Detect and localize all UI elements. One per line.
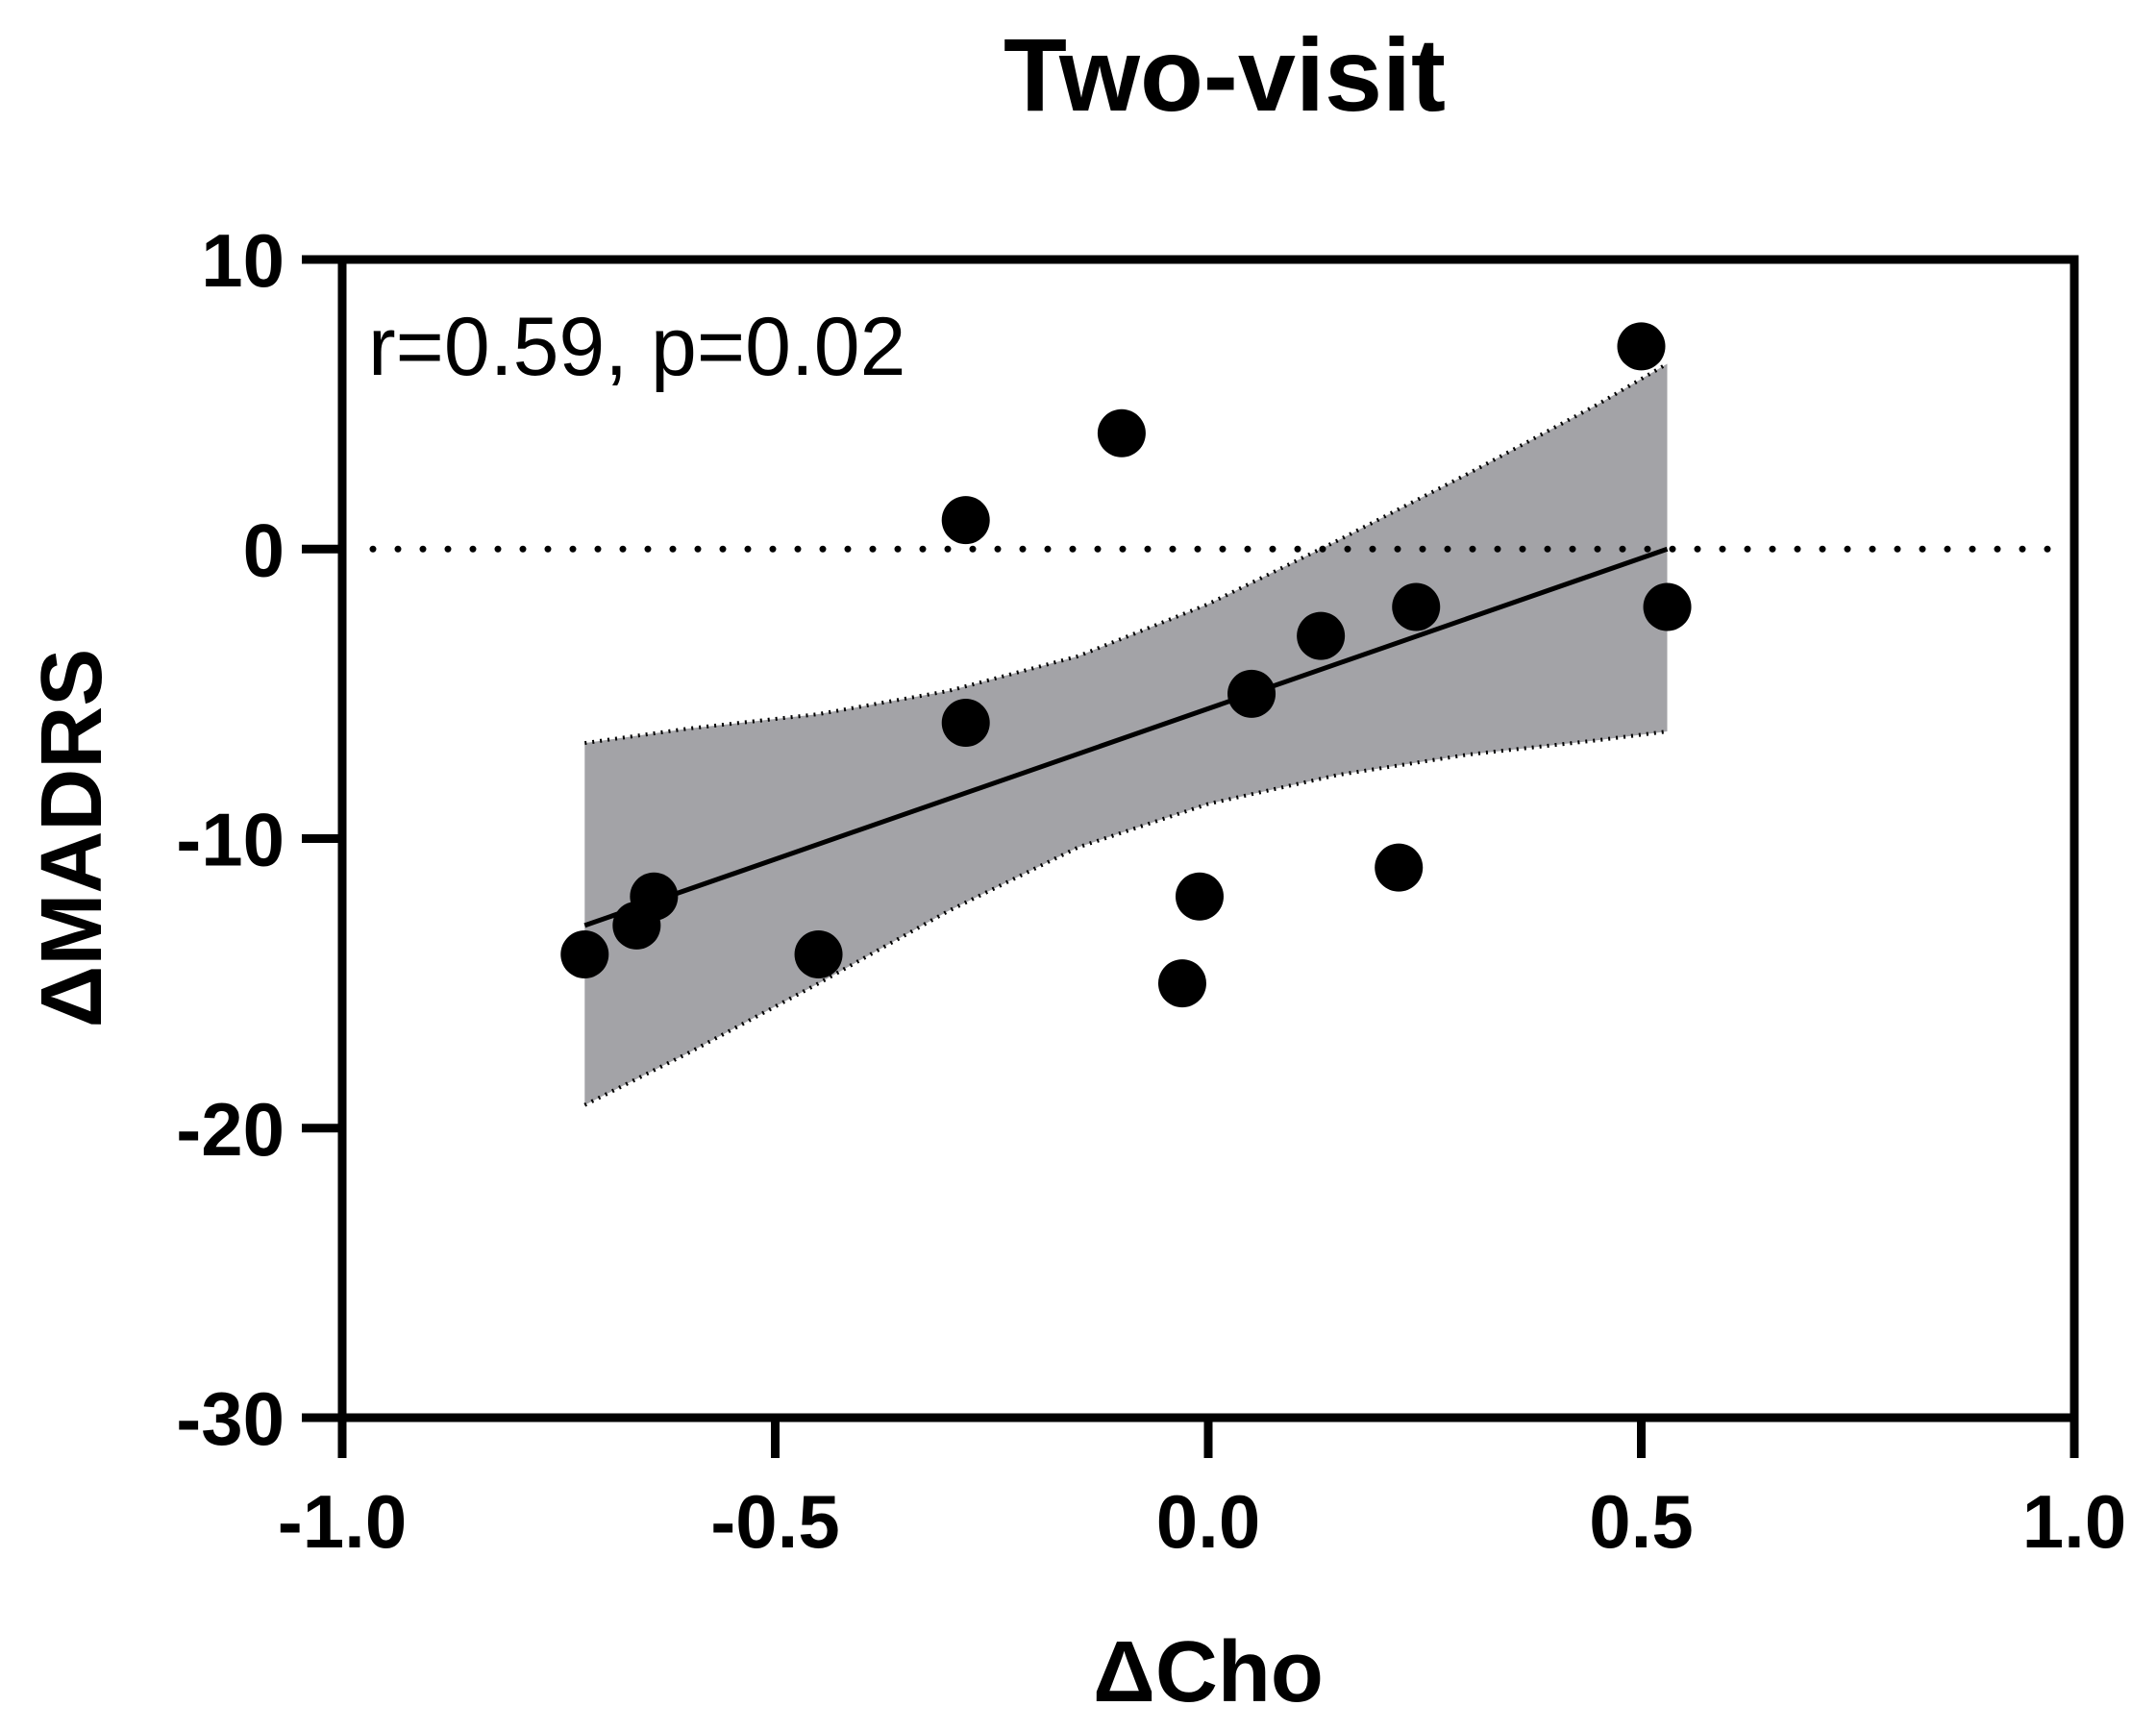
confidence-band-lower [583,729,1668,1107]
regression-line [583,546,1669,928]
confidence-band [584,363,1668,1105]
y-tick-label: -10 [176,798,285,882]
confidence-band-upper [584,361,1669,746]
y-tick-label: -30 [176,1376,285,1461]
data-point [630,872,679,921]
y-tick-label: 10 [201,218,285,303]
x-tick-label: 0.0 [1156,1479,1260,1564]
data-point [1227,669,1276,718]
x-tick-label: -0.5 [710,1479,839,1564]
x-axis-label: ΔCho [1093,1624,1324,1720]
data-point [1375,843,1424,892]
data-point [1175,872,1224,921]
correlation-annotation: r=0.59, p=0.02 [368,301,905,393]
y-tick-label: 0 [243,507,285,592]
data-point [941,699,990,747]
data-point [1643,582,1692,631]
data-point [1392,582,1441,631]
data-point [1157,959,1206,1008]
y-axis-label: ΔMADRS [24,649,120,1028]
data-point [941,496,990,545]
y-tick-label: -20 [176,1087,285,1172]
data-point [1097,408,1146,457]
data-point [794,930,843,978]
x-tick-label: 1.0 [2022,1479,2126,1564]
data-point [1297,611,1346,660]
data-point [1617,322,1666,371]
x-tick-label: 0.5 [1589,1479,1693,1564]
x-tick-label: -1.0 [278,1479,407,1564]
data-point [560,930,609,978]
chart-title: Two-visit [1004,16,1446,133]
